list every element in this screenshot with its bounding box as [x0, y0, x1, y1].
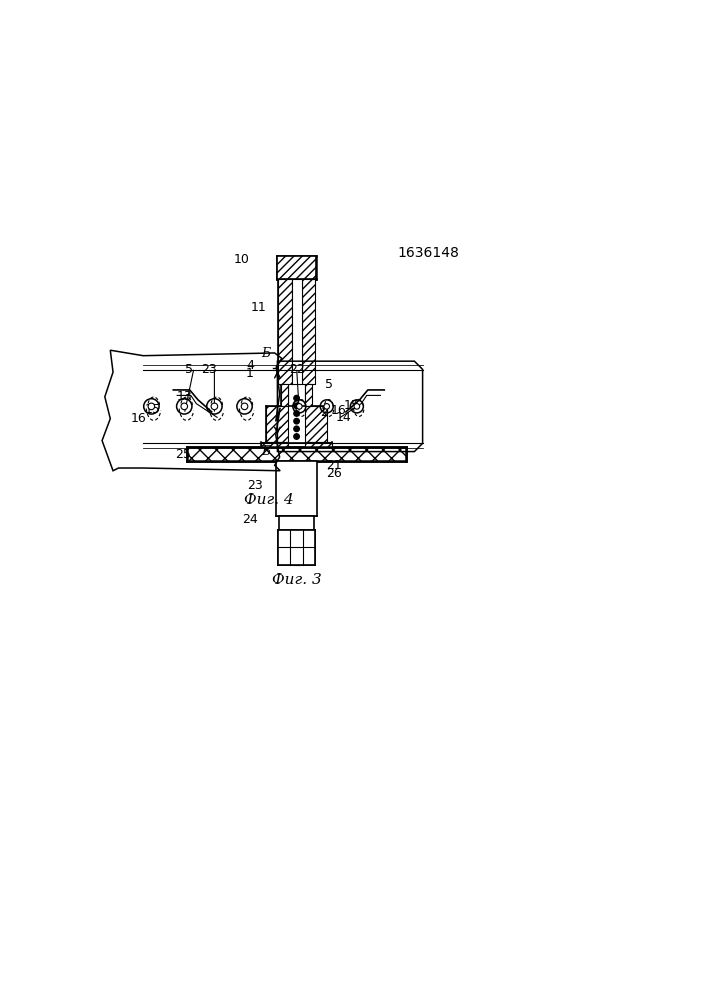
Text: 16: 16: [330, 404, 346, 417]
Circle shape: [324, 404, 329, 409]
Text: 16: 16: [131, 412, 146, 425]
Polygon shape: [261, 442, 288, 449]
Polygon shape: [305, 442, 332, 449]
Polygon shape: [305, 406, 327, 442]
Polygon shape: [294, 461, 299, 565]
Text: 10: 10: [234, 253, 250, 266]
Text: 2: 2: [320, 406, 328, 419]
Text: 5: 5: [185, 363, 192, 376]
Text: 1: 1: [246, 367, 254, 380]
Text: 23: 23: [247, 479, 264, 492]
Text: 14: 14: [335, 411, 351, 424]
Polygon shape: [278, 530, 315, 565]
Polygon shape: [277, 256, 316, 279]
Text: 5: 5: [325, 378, 334, 391]
Circle shape: [294, 395, 299, 401]
Text: 25: 25: [175, 448, 191, 461]
Circle shape: [294, 403, 299, 409]
Circle shape: [294, 411, 299, 416]
Polygon shape: [187, 447, 407, 461]
Polygon shape: [279, 516, 315, 530]
Text: 22: 22: [288, 363, 305, 376]
Circle shape: [294, 426, 299, 432]
Circle shape: [181, 403, 187, 410]
Polygon shape: [305, 384, 312, 406]
Text: 11: 11: [250, 301, 266, 314]
Polygon shape: [288, 406, 305, 442]
Polygon shape: [292, 279, 301, 384]
Circle shape: [294, 418, 299, 424]
Circle shape: [211, 403, 218, 410]
Circle shape: [241, 403, 248, 410]
Text: 21: 21: [326, 459, 341, 472]
Text: Б: Б: [261, 347, 270, 360]
Text: 24: 24: [242, 513, 258, 526]
Circle shape: [148, 403, 155, 410]
Polygon shape: [281, 384, 288, 406]
Circle shape: [354, 404, 360, 409]
Text: Фиг. 3: Фиг. 3: [271, 573, 322, 587]
Text: 23: 23: [201, 363, 217, 376]
Text: 4: 4: [246, 359, 254, 372]
Polygon shape: [267, 406, 288, 442]
Text: 13: 13: [176, 390, 192, 403]
Polygon shape: [276, 461, 317, 516]
Polygon shape: [278, 279, 292, 384]
Text: Фиг. 4: Фиг. 4: [245, 493, 294, 507]
Circle shape: [296, 404, 302, 409]
Text: 15: 15: [145, 403, 161, 416]
Polygon shape: [301, 279, 315, 384]
Text: Б: Б: [261, 445, 270, 458]
Text: 26: 26: [326, 467, 341, 480]
Text: 15: 15: [344, 399, 360, 412]
Text: 1636148: 1636148: [397, 246, 459, 260]
Circle shape: [294, 434, 299, 439]
